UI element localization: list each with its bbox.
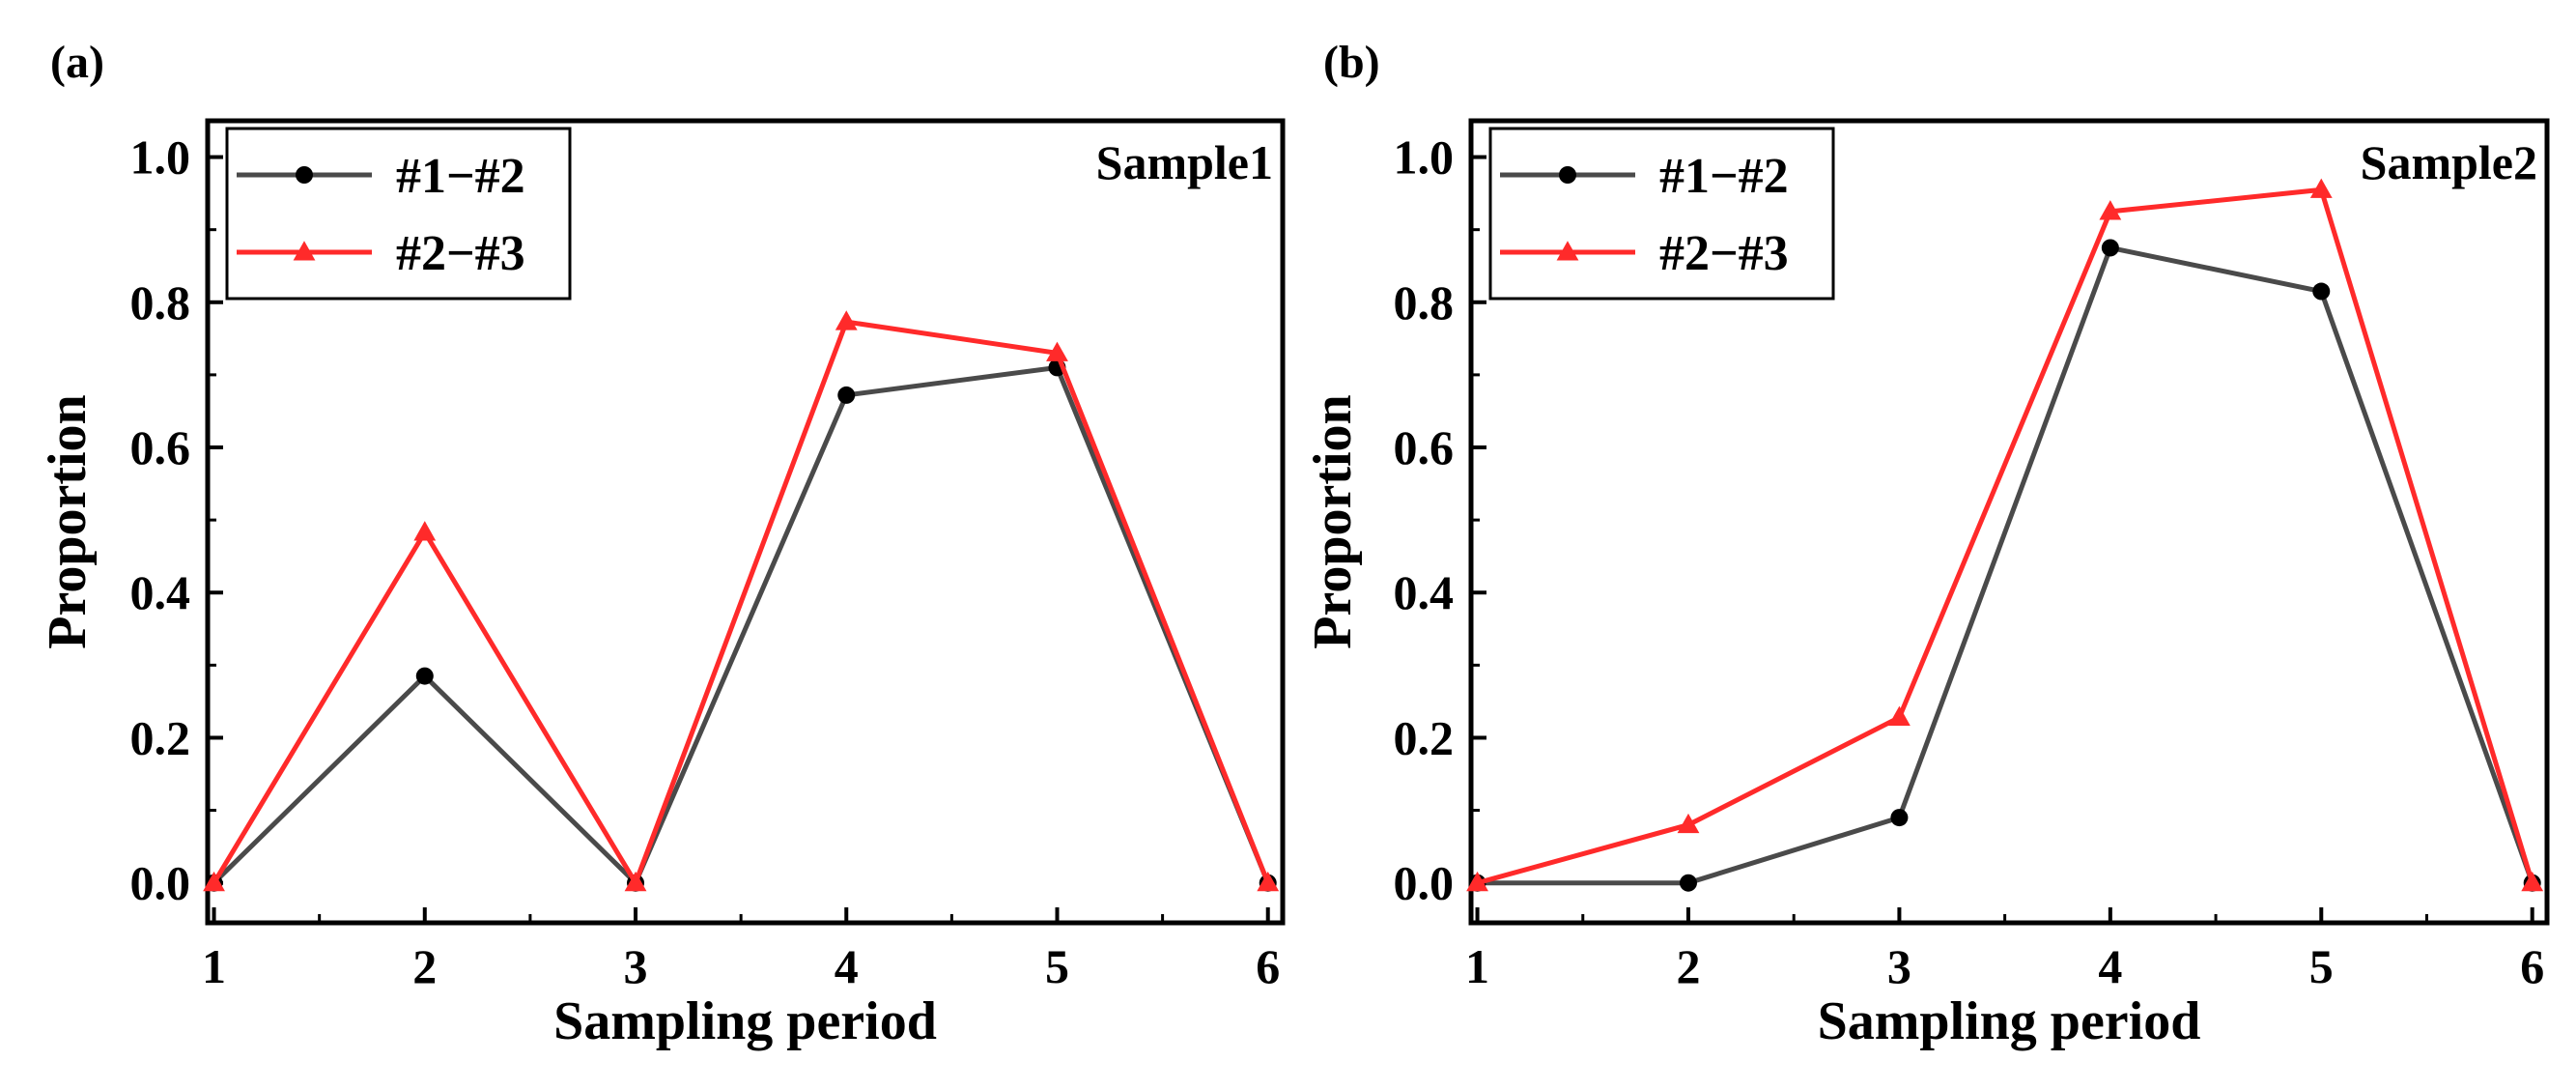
legend-marker-circle bbox=[296, 166, 313, 184]
plot-frame bbox=[1468, 118, 2550, 926]
data-point bbox=[415, 667, 434, 685]
y-tick-label: 1.0 bbox=[1394, 130, 1455, 185]
sample-annotation: Sample2 bbox=[2361, 135, 2537, 189]
y-axis-label: Proportion bbox=[38, 394, 98, 648]
data-point bbox=[2099, 200, 2122, 220]
data-point bbox=[2309, 178, 2333, 198]
x-tick-label: 4 bbox=[2098, 939, 2122, 993]
plot-frame bbox=[205, 118, 1286, 926]
legend-label-2: #2−#3 bbox=[396, 226, 525, 281]
series-line-1 bbox=[212, 364, 1271, 888]
data-point bbox=[413, 521, 437, 541]
data-point bbox=[1466, 871, 1488, 892]
y-axis-label: Proportion bbox=[1303, 394, 1363, 648]
legend-label-2: #2−#3 bbox=[1659, 226, 1789, 281]
x-tick-label: 2 bbox=[412, 939, 437, 993]
y-tick-label: 0.4 bbox=[1394, 565, 1455, 619]
y-tick-label: 1.0 bbox=[130, 130, 191, 185]
x-tick-label: 4 bbox=[835, 939, 859, 993]
data-point bbox=[1890, 809, 1909, 827]
chart-panel-b: (b) 0.0 0.2 0.4 0.6 0.8 1.0 1 2 3 4 5 6 Sampling peri… bbox=[1303, 37, 2550, 1051]
x-tick-label: 1 bbox=[202, 939, 226, 993]
legend-marker-circle bbox=[1559, 166, 1576, 184]
y-tick-label: 0.0 bbox=[1394, 856, 1455, 910]
legend-label-1: #1−#2 bbox=[396, 149, 525, 204]
legend-box bbox=[1488, 127, 1835, 301]
legend-marker-triangle bbox=[293, 241, 316, 261]
x-axis-label: Sampling period bbox=[553, 991, 937, 1051]
legend-box bbox=[225, 127, 572, 301]
x-axis-label: Sampling period bbox=[1818, 991, 2201, 1051]
data-point bbox=[1046, 341, 1068, 361]
chart-panel-a: (a) 0.0 0.2 0.4 0.6 0.8 1.0 1 2 3 4 5 6 Sampling peri… bbox=[38, 37, 1286, 1051]
x-tick-label: 5 bbox=[2309, 939, 2334, 993]
data-point bbox=[837, 386, 856, 404]
y-tick-label: 0.4 bbox=[130, 565, 191, 619]
data-point bbox=[203, 871, 225, 892]
x-tick-label: 3 bbox=[1887, 939, 1911, 993]
x-tick-label: 5 bbox=[1045, 939, 1069, 993]
y-tick-label: 0.2 bbox=[130, 710, 191, 764]
y-tick-label: 0.8 bbox=[1394, 275, 1455, 330]
x-tick-label: 1 bbox=[1465, 939, 1489, 993]
x-tick-label: 2 bbox=[1676, 939, 1700, 993]
panel-label: (b) bbox=[1323, 37, 1380, 88]
y-tick-label: 0.0 bbox=[130, 856, 191, 910]
series-line-1 bbox=[1477, 244, 2535, 886]
x-tick-label: 3 bbox=[624, 939, 648, 993]
data-point bbox=[835, 310, 858, 330]
data-point bbox=[1679, 874, 1697, 892]
data-point bbox=[624, 871, 647, 892]
series-line-2 bbox=[1476, 186, 2535, 886]
legend-label-1: #1−#2 bbox=[1659, 149, 1789, 204]
legend: #1−#2 #2−#3 bbox=[225, 127, 572, 301]
data-point bbox=[1888, 705, 1911, 726]
y-tick-label: 0.2 bbox=[1394, 710, 1455, 764]
data-point bbox=[2312, 282, 2331, 301]
y-tick-label: 0.8 bbox=[130, 275, 191, 330]
data-point bbox=[2101, 239, 2119, 257]
data-point bbox=[1257, 871, 1280, 892]
y-tick-label: 0.6 bbox=[1394, 420, 1455, 474]
panel-label: (a) bbox=[50, 37, 104, 88]
data-point bbox=[2521, 871, 2544, 892]
data-point bbox=[1677, 813, 1700, 834]
y-tick-label: 0.6 bbox=[130, 420, 191, 474]
sample-annotation: Sample1 bbox=[1096, 135, 1273, 189]
x-tick-label: 6 bbox=[2520, 939, 2544, 993]
series-line-2 bbox=[212, 319, 1271, 889]
legend: #1−#2 #2−#3 bbox=[1488, 127, 1835, 301]
x-tick-label: 6 bbox=[1256, 939, 1280, 993]
legend-marker-triangle bbox=[1556, 241, 1579, 261]
